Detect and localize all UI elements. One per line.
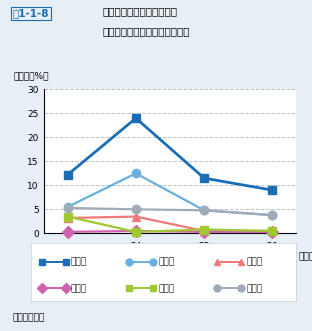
Text: 千葉県: 千葉県 <box>246 284 262 293</box>
Text: 浜通り: 浜通り <box>71 257 87 266</box>
Text: 放射性セシウムの検出率の推移: 放射性セシウムの検出率の推移 <box>103 26 190 36</box>
Text: （年度）: （年度） <box>299 252 312 261</box>
Text: 福島県: 福島県 <box>158 257 175 266</box>
Text: 中通り: 中通り <box>246 257 262 266</box>
Text: 図1-1-8: 図1-1-8 <box>12 8 49 18</box>
Text: 資料：環境省: 資料：環境省 <box>12 314 45 323</box>
Text: 栃木県: 栃木県 <box>71 284 87 293</box>
Text: 宮城県: 宮城県 <box>158 284 175 293</box>
Text: 公共用水域（湖沼水質）の: 公共用水域（湖沼水質）の <box>103 7 178 17</box>
Text: （検出率%）: （検出率%） <box>13 72 49 81</box>
